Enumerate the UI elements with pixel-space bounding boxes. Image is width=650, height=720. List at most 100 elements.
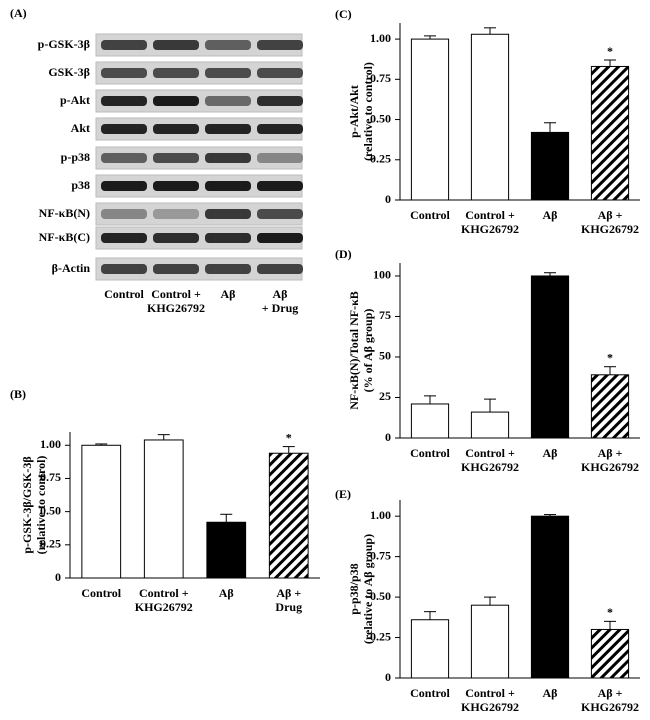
bar bbox=[470, 33, 510, 201]
y-tick-label: 75 bbox=[379, 308, 391, 322]
blot-band bbox=[257, 96, 303, 106]
x-tick-label: Aβ + bbox=[598, 208, 623, 222]
blot-band bbox=[153, 264, 199, 274]
y-tick-label: 0.25 bbox=[370, 152, 391, 166]
blot-band bbox=[257, 68, 303, 78]
blot-band bbox=[153, 181, 199, 191]
bar bbox=[590, 65, 630, 201]
blot-band bbox=[205, 68, 251, 78]
blot-row-label: Akt bbox=[71, 121, 90, 135]
blot-band bbox=[101, 264, 147, 274]
blot-band bbox=[257, 233, 303, 243]
blot-row-label: p-GSK-3β bbox=[38, 37, 90, 51]
x-tick-label: Control + bbox=[465, 446, 515, 460]
bar bbox=[81, 444, 122, 579]
blot-band bbox=[205, 209, 251, 219]
blot-row-label: NF-κB(N) bbox=[39, 206, 90, 220]
blot-band bbox=[101, 181, 147, 191]
bar bbox=[410, 38, 450, 201]
significance-mark: * bbox=[607, 44, 613, 58]
y-axis-label: (relative to control) bbox=[34, 456, 48, 555]
blot-row-label: β-Actin bbox=[52, 261, 91, 275]
blot-row-label: p38 bbox=[71, 178, 90, 192]
blot-band bbox=[257, 209, 303, 219]
blot-band bbox=[205, 40, 251, 50]
blot-band bbox=[101, 153, 147, 163]
panel-label: (A) bbox=[10, 6, 27, 20]
y-axis-label: (% of Aβ group) bbox=[361, 309, 375, 393]
bar bbox=[410, 619, 450, 679]
blot-lane-label: Aβ bbox=[273, 287, 288, 301]
significance-mark: * bbox=[286, 430, 292, 444]
x-tick-label: KHG26792 bbox=[461, 700, 519, 714]
significance-mark: * bbox=[607, 350, 613, 364]
x-tick-label: Control bbox=[81, 586, 121, 600]
x-tick-label: Aβ + bbox=[598, 446, 623, 460]
x-tick-label: KHG26792 bbox=[135, 600, 193, 614]
bar bbox=[206, 521, 247, 579]
blot-row-label: p-Akt bbox=[60, 93, 90, 107]
blot-band bbox=[153, 209, 199, 219]
x-tick-label: Control + bbox=[139, 586, 189, 600]
blot-lane-label: + Drug bbox=[262, 301, 299, 315]
blot-band bbox=[257, 40, 303, 50]
blot-band bbox=[101, 40, 147, 50]
blot-band bbox=[257, 181, 303, 191]
x-tick-label: KHG26792 bbox=[461, 222, 519, 236]
y-axis-label: (relative to Aβ group) bbox=[361, 534, 375, 644]
x-tick-label: Aβ bbox=[543, 208, 558, 222]
blot-band bbox=[153, 153, 199, 163]
blot-band bbox=[205, 96, 251, 106]
x-tick-label: KHG26792 bbox=[461, 460, 519, 474]
x-tick-label: Aβ + bbox=[276, 586, 301, 600]
bar bbox=[143, 439, 184, 579]
y-tick-label: 100 bbox=[373, 268, 391, 282]
bar bbox=[590, 374, 630, 439]
bar bbox=[410, 403, 450, 439]
y-tick-label: 1.00 bbox=[40, 437, 61, 451]
x-tick-label: Aβ bbox=[543, 686, 558, 700]
panel-label: (E) bbox=[335, 487, 351, 501]
x-tick-label: Control bbox=[410, 208, 450, 222]
blot-band bbox=[153, 40, 199, 50]
bar bbox=[530, 275, 570, 439]
blot-band bbox=[101, 209, 147, 219]
y-axis-label: p-GSK-3β/GSK-3β bbox=[20, 456, 34, 553]
x-tick-label: Control bbox=[410, 446, 450, 460]
y-tick-label: 0 bbox=[385, 192, 391, 206]
y-tick-label: 0.50 bbox=[40, 503, 61, 517]
y-tick-label: 0.50 bbox=[370, 111, 391, 125]
blot-band bbox=[101, 96, 147, 106]
bar bbox=[590, 628, 630, 679]
blot-lane-label: Control + bbox=[151, 287, 201, 301]
y-axis-label: (relative to control) bbox=[361, 62, 375, 161]
y-tick-label: 0.75 bbox=[40, 470, 61, 484]
y-tick-label: 0.75 bbox=[370, 548, 391, 562]
y-tick-label: 1.00 bbox=[370, 31, 391, 45]
blot-band bbox=[257, 153, 303, 163]
blot-row-label: p-p38 bbox=[61, 150, 90, 164]
bar bbox=[470, 411, 510, 439]
blot-lane-label: KHG26792 bbox=[147, 301, 205, 315]
x-tick-label: KHG26792 bbox=[581, 222, 639, 236]
panel-label: (B) bbox=[10, 387, 26, 401]
blot-band bbox=[205, 153, 251, 163]
x-tick-label: KHG26792 bbox=[581, 460, 639, 474]
x-tick-label: KHG26792 bbox=[581, 700, 639, 714]
blot-band bbox=[205, 124, 251, 134]
significance-mark: * bbox=[607, 605, 613, 619]
panel-label: (D) bbox=[335, 247, 352, 261]
x-tick-label: Aβ bbox=[219, 586, 234, 600]
y-tick-label: 0.25 bbox=[40, 537, 61, 551]
y-tick-label: 1.00 bbox=[370, 508, 391, 522]
blot-band bbox=[257, 264, 303, 274]
bar bbox=[530, 515, 570, 679]
x-tick-label: Drug bbox=[275, 600, 302, 614]
y-axis-label: p-p38/p38 bbox=[347, 563, 361, 614]
panel-label: (C) bbox=[335, 7, 352, 21]
bar bbox=[470, 604, 510, 679]
bar bbox=[268, 452, 309, 579]
blot-band bbox=[101, 233, 147, 243]
y-tick-label: 0.50 bbox=[370, 589, 391, 603]
